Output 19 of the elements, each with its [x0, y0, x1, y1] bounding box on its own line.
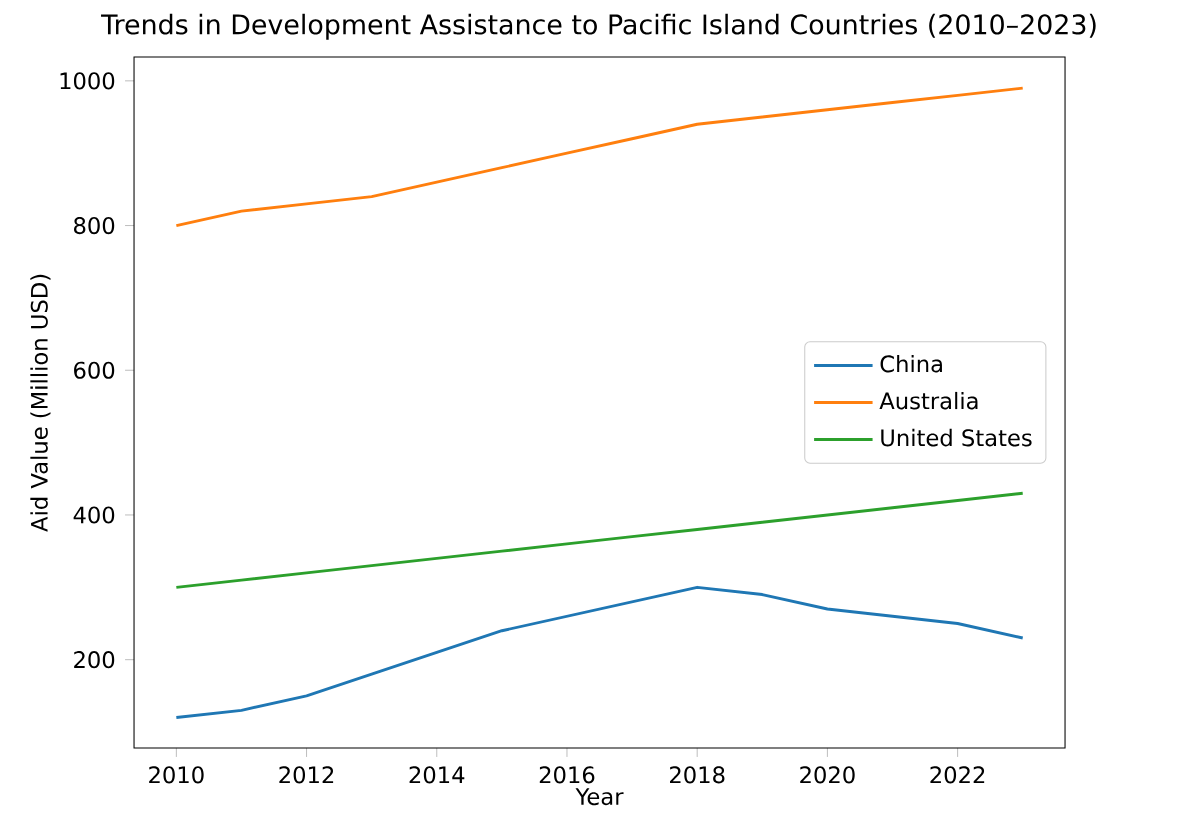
- x-tick-label: 2018: [670, 766, 725, 784]
- y-tick-label: 600: [74, 361, 115, 379]
- y-tick-label: 800: [74, 217, 115, 235]
- legend-label: China: [880, 354, 942, 373]
- chart-title: Trends in Development Assistance to Pacific Island Countries (2010–2023): [101, 13, 1096, 40]
- y-tick-label: 200: [74, 651, 115, 669]
- x-tick-label: 2010: [149, 766, 204, 784]
- x-tick-label: 2016: [539, 766, 595, 784]
- x-axis-title: Year: [575, 788, 624, 806]
- y-tick-label: 400: [73, 506, 115, 524]
- y-tick-label: 1000: [60, 72, 115, 90]
- x-tick-label: 2012: [279, 766, 334, 784]
- y-axis-title: Aid Value (Million USD): [30, 274, 51, 532]
- legend-label: United States: [881, 428, 1032, 447]
- legend-label: Australia: [879, 391, 978, 410]
- line-series: [174, 86, 1025, 228]
- x-tick-label: 2020: [800, 766, 855, 784]
- x-tick-label: 2014: [409, 766, 465, 784]
- x-tick-label: 2022: [930, 766, 985, 784]
